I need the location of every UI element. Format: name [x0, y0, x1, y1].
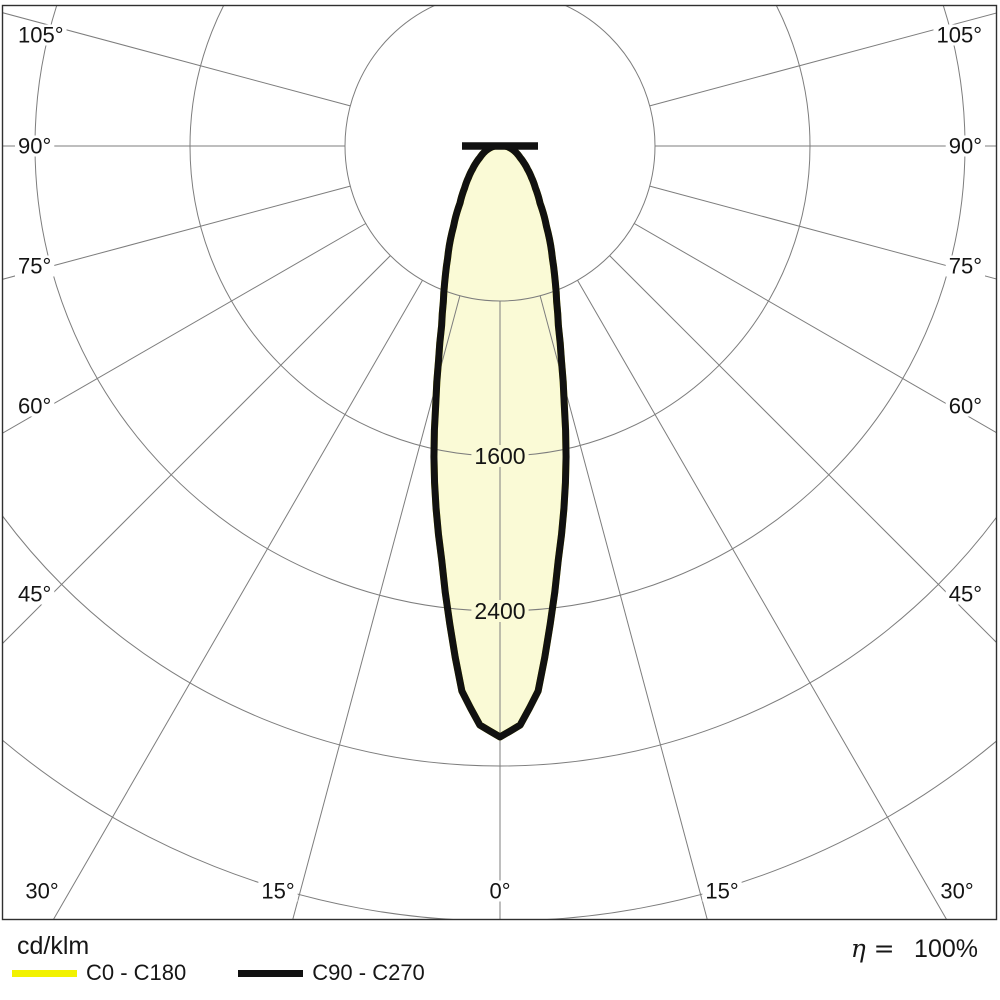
- angle-label-60-3: 60°: [18, 394, 51, 419]
- legend-label-c0-c180: C0 - C180: [86, 960, 187, 985]
- angle-label-75-2: 75°: [18, 254, 51, 279]
- grid-radial-60-right: [633, 223, 997, 434]
- angle-label-0-7: 0°: [489, 879, 510, 904]
- eta-value: 100%: [901, 935, 978, 963]
- angle-label-75-12-halo: [945, 255, 985, 277]
- angle-label-105-0-halo: [15, 24, 67, 46]
- ring-label-1600: 1600: [474, 443, 525, 469]
- angle-label-30-5-halo: [22, 880, 62, 902]
- angle-label-90-1-halo: [15, 135, 55, 157]
- angle-label-60-11: 60°: [949, 394, 982, 419]
- eta-symbol: η =: [850, 934, 895, 963]
- legend-swatch-c90-c270: [238, 969, 304, 977]
- angle-label-45-4-halo: [15, 583, 55, 605]
- grid-radial-60-left: [2, 223, 367, 434]
- angle-label-75-12: 75°: [949, 254, 982, 279]
- grid-radial-30-right: [577, 279, 948, 920]
- chart-frame: [1, 4, 998, 921]
- angle-label-45-4: 45°: [18, 582, 51, 607]
- grid-radial-15-left: [292, 295, 461, 920]
- grid-radial-105-right: [649, 12, 997, 107]
- angle-label-60-3-halo: [15, 395, 55, 417]
- grid-radial-75-right: [649, 185, 997, 280]
- legend-item-c90-c270: C90 - C270: [238, 961, 425, 985]
- angle-label-30-9-halo: [937, 880, 977, 902]
- ring-label-2400-halo: [471, 600, 529, 622]
- angle-label-45-10-halo: [945, 583, 985, 605]
- legend: C0 - C180 C90 - C270: [12, 961, 425, 985]
- angle-label-90-1: 90°: [18, 134, 51, 159]
- angle-label-60-11-halo: [945, 395, 985, 417]
- angle-label-30-5: 30°: [25, 879, 58, 904]
- angle-label-15-6-halo: [258, 880, 298, 902]
- ring-label-2400: 2400: [474, 598, 525, 624]
- grid-radial-15-right: [539, 295, 708, 920]
- grid-radial-45-left: [2, 255, 391, 645]
- angle-label-90-13-halo: [945, 135, 985, 157]
- legend-item-c0-c180: C0 - C180: [12, 961, 186, 985]
- angle-label-105-14-halo: [933, 24, 985, 46]
- angle-label-90-13: 90°: [949, 134, 982, 159]
- efficiency-label: η = 100%: [851, 934, 978, 964]
- grid-radial-45-right: [609, 255, 997, 644]
- ring-label-1600-halo: [471, 445, 529, 467]
- grid-radial-75-left: [2, 185, 351, 280]
- legend-label-c90-c270: C90 - C270: [312, 960, 425, 985]
- angle-label-75-2-halo: [15, 255, 55, 277]
- angle-label-15-8-halo: [702, 880, 742, 902]
- unit-label: cd/klm: [17, 932, 90, 960]
- angle-label-105-14: 105°: [936, 23, 982, 48]
- angle-label-30-9: 30°: [940, 879, 973, 904]
- grid-radial-105-left: [2, 12, 351, 107]
- angle-label-105-0: 105°: [18, 23, 64, 48]
- angle-label-15-8: 15°: [705, 879, 738, 904]
- grid-radial-30-left: [52, 279, 423, 920]
- curve-c90-c270: [430, 142, 570, 741]
- angle-label-0-7-halo: [486, 880, 514, 902]
- angle-label-45-10: 45°: [949, 582, 982, 607]
- angle-label-15-6: 15°: [261, 879, 294, 904]
- legend-swatch-c0-c180: [12, 969, 77, 977]
